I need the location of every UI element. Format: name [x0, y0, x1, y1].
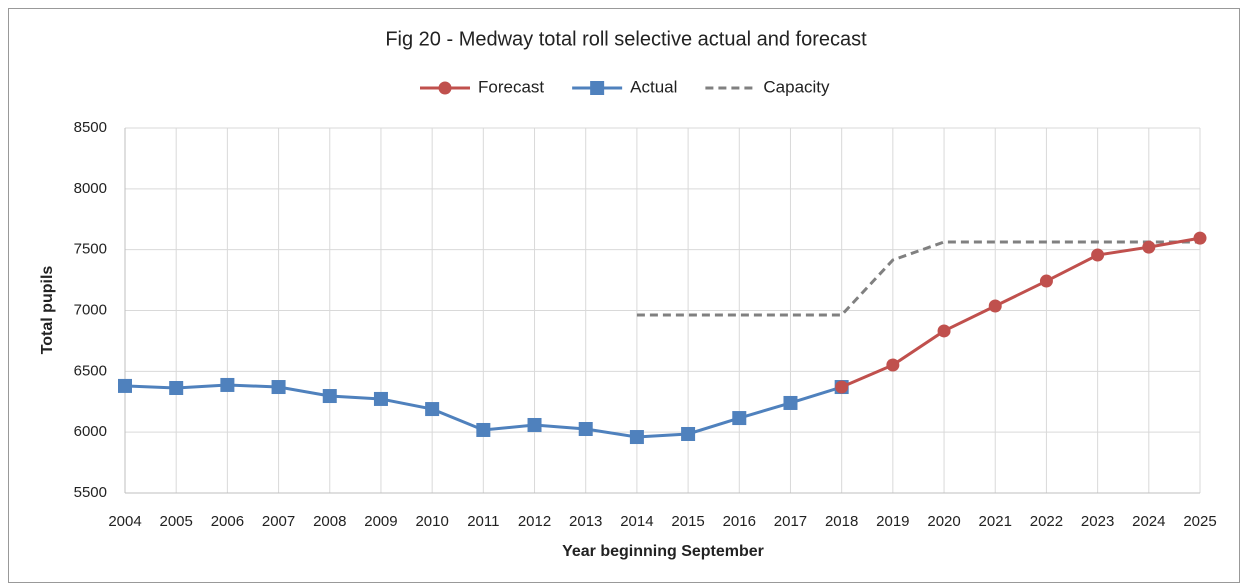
marker	[322, 389, 337, 404]
x-tick-label: 2009	[364, 513, 397, 530]
series-line	[636, 240, 1200, 317]
series-line	[841, 236, 1201, 389]
x-tick-label: 2018	[825, 513, 858, 530]
marker	[373, 391, 388, 406]
marker	[271, 380, 286, 395]
x-tick-label: 2016	[723, 513, 756, 530]
legend-marker	[590, 81, 605, 95]
marker	[783, 395, 798, 410]
marker	[988, 299, 1002, 313]
marker	[886, 358, 900, 372]
y-tick-label: 5500	[74, 484, 107, 501]
legend-label: Forecast	[478, 77, 544, 96]
legend-marker	[438, 81, 452, 95]
x-tick-label: 2025	[1183, 513, 1216, 530]
legend-label: Actual	[630, 77, 677, 96]
legend-label: Capacity	[763, 77, 830, 96]
x-tick-label: 2020	[927, 513, 960, 530]
x-tick-label: 2023	[1081, 513, 1114, 530]
x-tick-label: 2015	[671, 513, 704, 530]
marker	[629, 430, 644, 445]
marker	[1193, 231, 1207, 245]
marker	[476, 422, 491, 437]
x-tick-label: 2011	[467, 513, 499, 530]
x-tick-label: 2021	[979, 513, 1012, 530]
marker	[425, 402, 440, 417]
x-tick-label: 2012	[518, 513, 551, 530]
marker	[1039, 274, 1053, 288]
x-tick-label: 2017	[774, 513, 807, 530]
x-tick-label: 2019	[876, 513, 909, 530]
x-tick-label: 2013	[569, 513, 602, 530]
marker	[681, 426, 696, 441]
x-tick-label: 2024	[1132, 513, 1165, 530]
x-tick-label: 2007	[262, 513, 295, 530]
y-tick-label: 7500	[74, 241, 107, 258]
chart-frame	[8, 8, 1240, 583]
chart-title: Fig 20 - Medway total roll selective act…	[385, 28, 867, 50]
x-tick-label: 2014	[620, 513, 653, 530]
x-tick-label: 2006	[211, 513, 244, 530]
y-tick-label: 8000	[74, 180, 107, 197]
x-tick-label: 2010	[415, 513, 448, 530]
marker	[1142, 240, 1156, 254]
x-axis-title: Year beginning September	[562, 543, 764, 560]
marker	[527, 417, 542, 432]
marker	[118, 378, 132, 393]
marker	[732, 411, 747, 426]
y-tick-label: 8500	[74, 119, 107, 136]
x-tick-label: 2004	[108, 513, 141, 530]
x-tick-label: 2022	[1030, 513, 1063, 530]
marker	[169, 381, 184, 396]
x-tick-label: 2008	[313, 513, 346, 530]
marker	[220, 377, 235, 392]
y-tick-label: 6000	[74, 423, 107, 440]
marker	[1091, 248, 1105, 262]
marker	[578, 422, 593, 437]
marker	[835, 380, 849, 394]
y-tick-label: 7000	[74, 301, 107, 318]
x-tick-label: 2005	[160, 513, 193, 530]
y-tick-label: 6500	[74, 362, 107, 379]
marker	[937, 324, 951, 338]
y-axis-title: Total pupils	[39, 266, 56, 355]
